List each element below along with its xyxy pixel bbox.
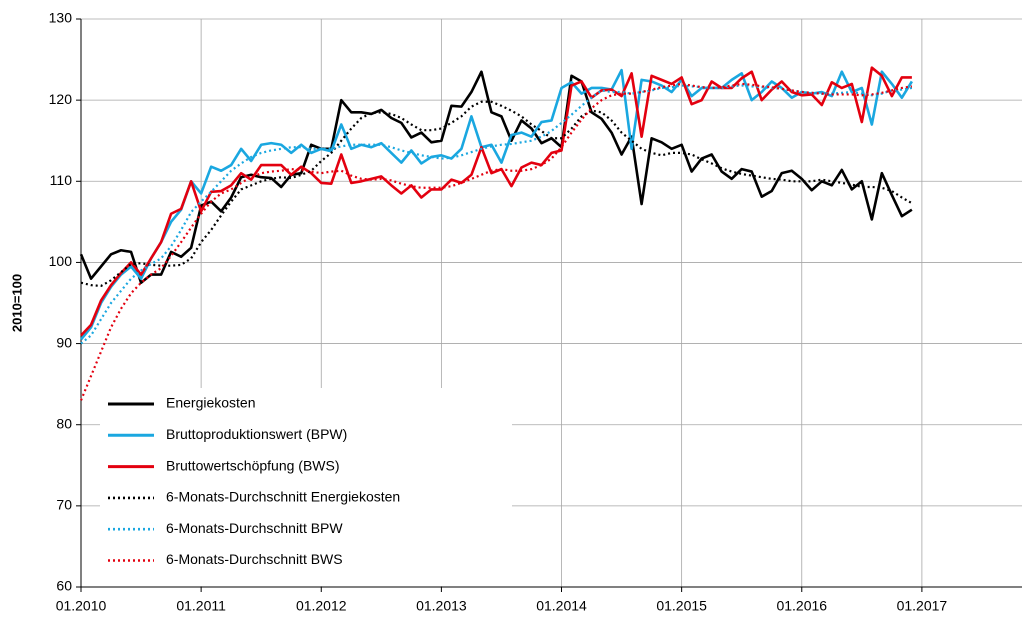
series-line	[79, 70, 913, 285]
legend: Energiekosten Bruttoproduktionswert (BPW)…	[100, 388, 512, 586]
y-axis-label: 2010=100	[9, 274, 24, 332]
x-tick-label: 01.2014	[536, 598, 587, 614]
legend-box	[100, 388, 512, 586]
series-line	[80, 100, 913, 288]
y-tick-label: 80	[56, 415, 72, 431]
y-tick-label: 70	[56, 497, 72, 513]
x-tick-label: 01.2015	[656, 598, 707, 614]
y-tick-label: 130	[49, 10, 73, 26]
x-tick-label: 01.2017	[897, 598, 948, 614]
y-tick-label: 110	[50, 172, 73, 188]
legend-label: 6-Monats-Durchschnitt BWS	[166, 551, 343, 567]
legend-label: Energiekosten	[166, 395, 256, 411]
y-tick-label: 120	[49, 91, 73, 107]
series-line	[79, 82, 913, 401]
x-tick-label: 01.2012	[296, 598, 347, 614]
legend-label: Bruttoproduktionswert (BPW)	[166, 426, 347, 442]
x-tick-label: 01.2016	[776, 598, 827, 614]
y-tick-label: 60	[56, 578, 72, 594]
y-tick-label: 100	[49, 253, 73, 269]
y-tick-label: 90	[56, 334, 72, 350]
x-tick-label: 01.2013	[416, 598, 467, 614]
series-line	[80, 66, 912, 337]
series-line	[79, 68, 913, 341]
x-tick-label: 01.2010	[56, 598, 107, 614]
legend-label: 6-Monats-Durchschnitt Energiekosten	[166, 489, 400, 505]
legend-label: 6-Monats-Durchschnitt BPW	[166, 520, 343, 536]
legend-label: Bruttowertschöpfung (BWS)	[166, 457, 340, 473]
series-line	[80, 84, 913, 345]
x-tick-label: 01.2011	[176, 598, 226, 614]
